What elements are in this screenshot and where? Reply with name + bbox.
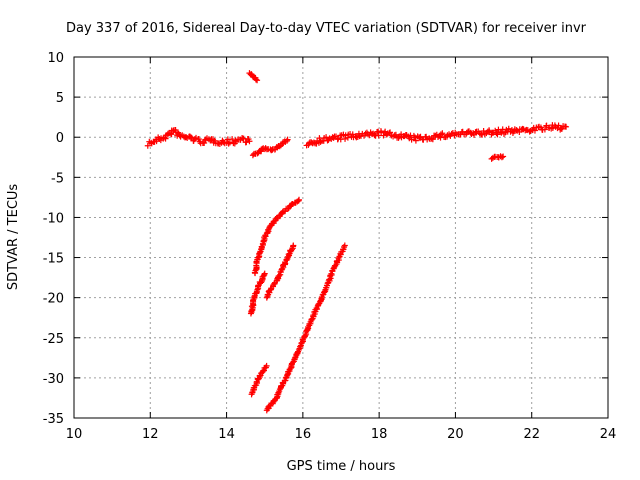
data-point	[531, 127, 538, 134]
data-point	[290, 242, 297, 249]
y-tick-label: -35	[43, 412, 64, 427]
y-tick-label: -5	[51, 171, 64, 186]
data-point	[341, 242, 348, 249]
data-point	[387, 129, 394, 136]
data-point	[246, 138, 253, 145]
series-arc-steep-2	[247, 270, 268, 317]
data-point	[283, 137, 290, 144]
grid	[74, 57, 608, 418]
data-point	[261, 270, 268, 277]
x-tick-label: 14	[218, 427, 235, 442]
series-baseline-arc-1	[144, 126, 253, 149]
data-point	[288, 246, 295, 253]
data-point	[412, 137, 419, 144]
data-point	[479, 131, 486, 138]
series-arc-small	[488, 153, 507, 162]
series-arc-steep-1	[251, 196, 303, 277]
data-point	[260, 368, 267, 375]
data-point	[254, 77, 261, 84]
x-tick-label: 12	[142, 427, 159, 442]
x-tick-label: 24	[600, 427, 617, 442]
data-point	[326, 276, 333, 283]
data-point	[252, 76, 259, 83]
data-point	[342, 135, 349, 142]
data-point	[500, 153, 507, 160]
data-point	[258, 277, 265, 284]
y-tick-label: -15	[43, 252, 64, 267]
data-point	[144, 142, 151, 149]
data-point	[298, 339, 305, 346]
data-point	[291, 354, 298, 361]
x-tick-label: 22	[523, 427, 540, 442]
data-point	[201, 140, 208, 147]
data-point	[505, 125, 512, 132]
data-point	[229, 136, 236, 143]
x-tick-label: 20	[447, 427, 464, 442]
series-arc-steep-4	[248, 362, 270, 398]
x-tick-label: 18	[371, 427, 388, 442]
data-point	[366, 132, 373, 139]
data-point	[284, 136, 291, 143]
data-point	[295, 346, 302, 353]
data-point	[263, 362, 270, 369]
data-point	[276, 272, 283, 279]
data-point	[262, 145, 269, 152]
data-point	[296, 196, 303, 203]
data-point	[187, 134, 194, 141]
x-tick-label: 16	[295, 427, 312, 442]
y-tick-label: -10	[43, 211, 64, 226]
data-point	[302, 332, 309, 339]
y-tick-label: 5	[56, 91, 64, 106]
data-point	[558, 125, 565, 132]
data-point	[429, 136, 436, 143]
data-point	[563, 123, 570, 130]
data-point	[439, 130, 446, 137]
y-tick-label: 0	[56, 131, 64, 146]
x-tick-label: 10	[66, 427, 83, 442]
chart-title: Day 337 of 2016, Sidereal Day-to-day VTE…	[66, 21, 587, 36]
x-axis-label: GPS time / hours	[287, 459, 396, 474]
data-point	[226, 139, 233, 146]
data-points	[144, 70, 570, 414]
data-point	[258, 279, 265, 286]
series-baseline-arc-2	[303, 122, 570, 149]
series-arc-steep-5	[263, 242, 348, 414]
series-arc-steep-3	[263, 242, 297, 301]
data-point	[498, 154, 505, 161]
y-axis-label: SDTVAR / TECUs	[6, 184, 21, 291]
data-point	[392, 131, 399, 138]
y-axis-ticks: 10 5 0 -5 -10 -15 -20 -25 -30 -35	[43, 51, 608, 427]
data-point	[423, 133, 430, 140]
data-point	[380, 132, 387, 139]
series-arc-high	[246, 70, 261, 84]
y-tick-label: -25	[43, 332, 64, 347]
y-tick-label: -30	[43, 372, 64, 387]
plot-frame	[73, 56, 609, 419]
series-arc-short	[249, 136, 291, 159]
y-tick-label: -20	[43, 292, 64, 307]
y-tick-label: 10	[47, 51, 64, 66]
data-point	[408, 136, 415, 143]
data-point	[541, 126, 548, 133]
data-point	[195, 136, 202, 143]
